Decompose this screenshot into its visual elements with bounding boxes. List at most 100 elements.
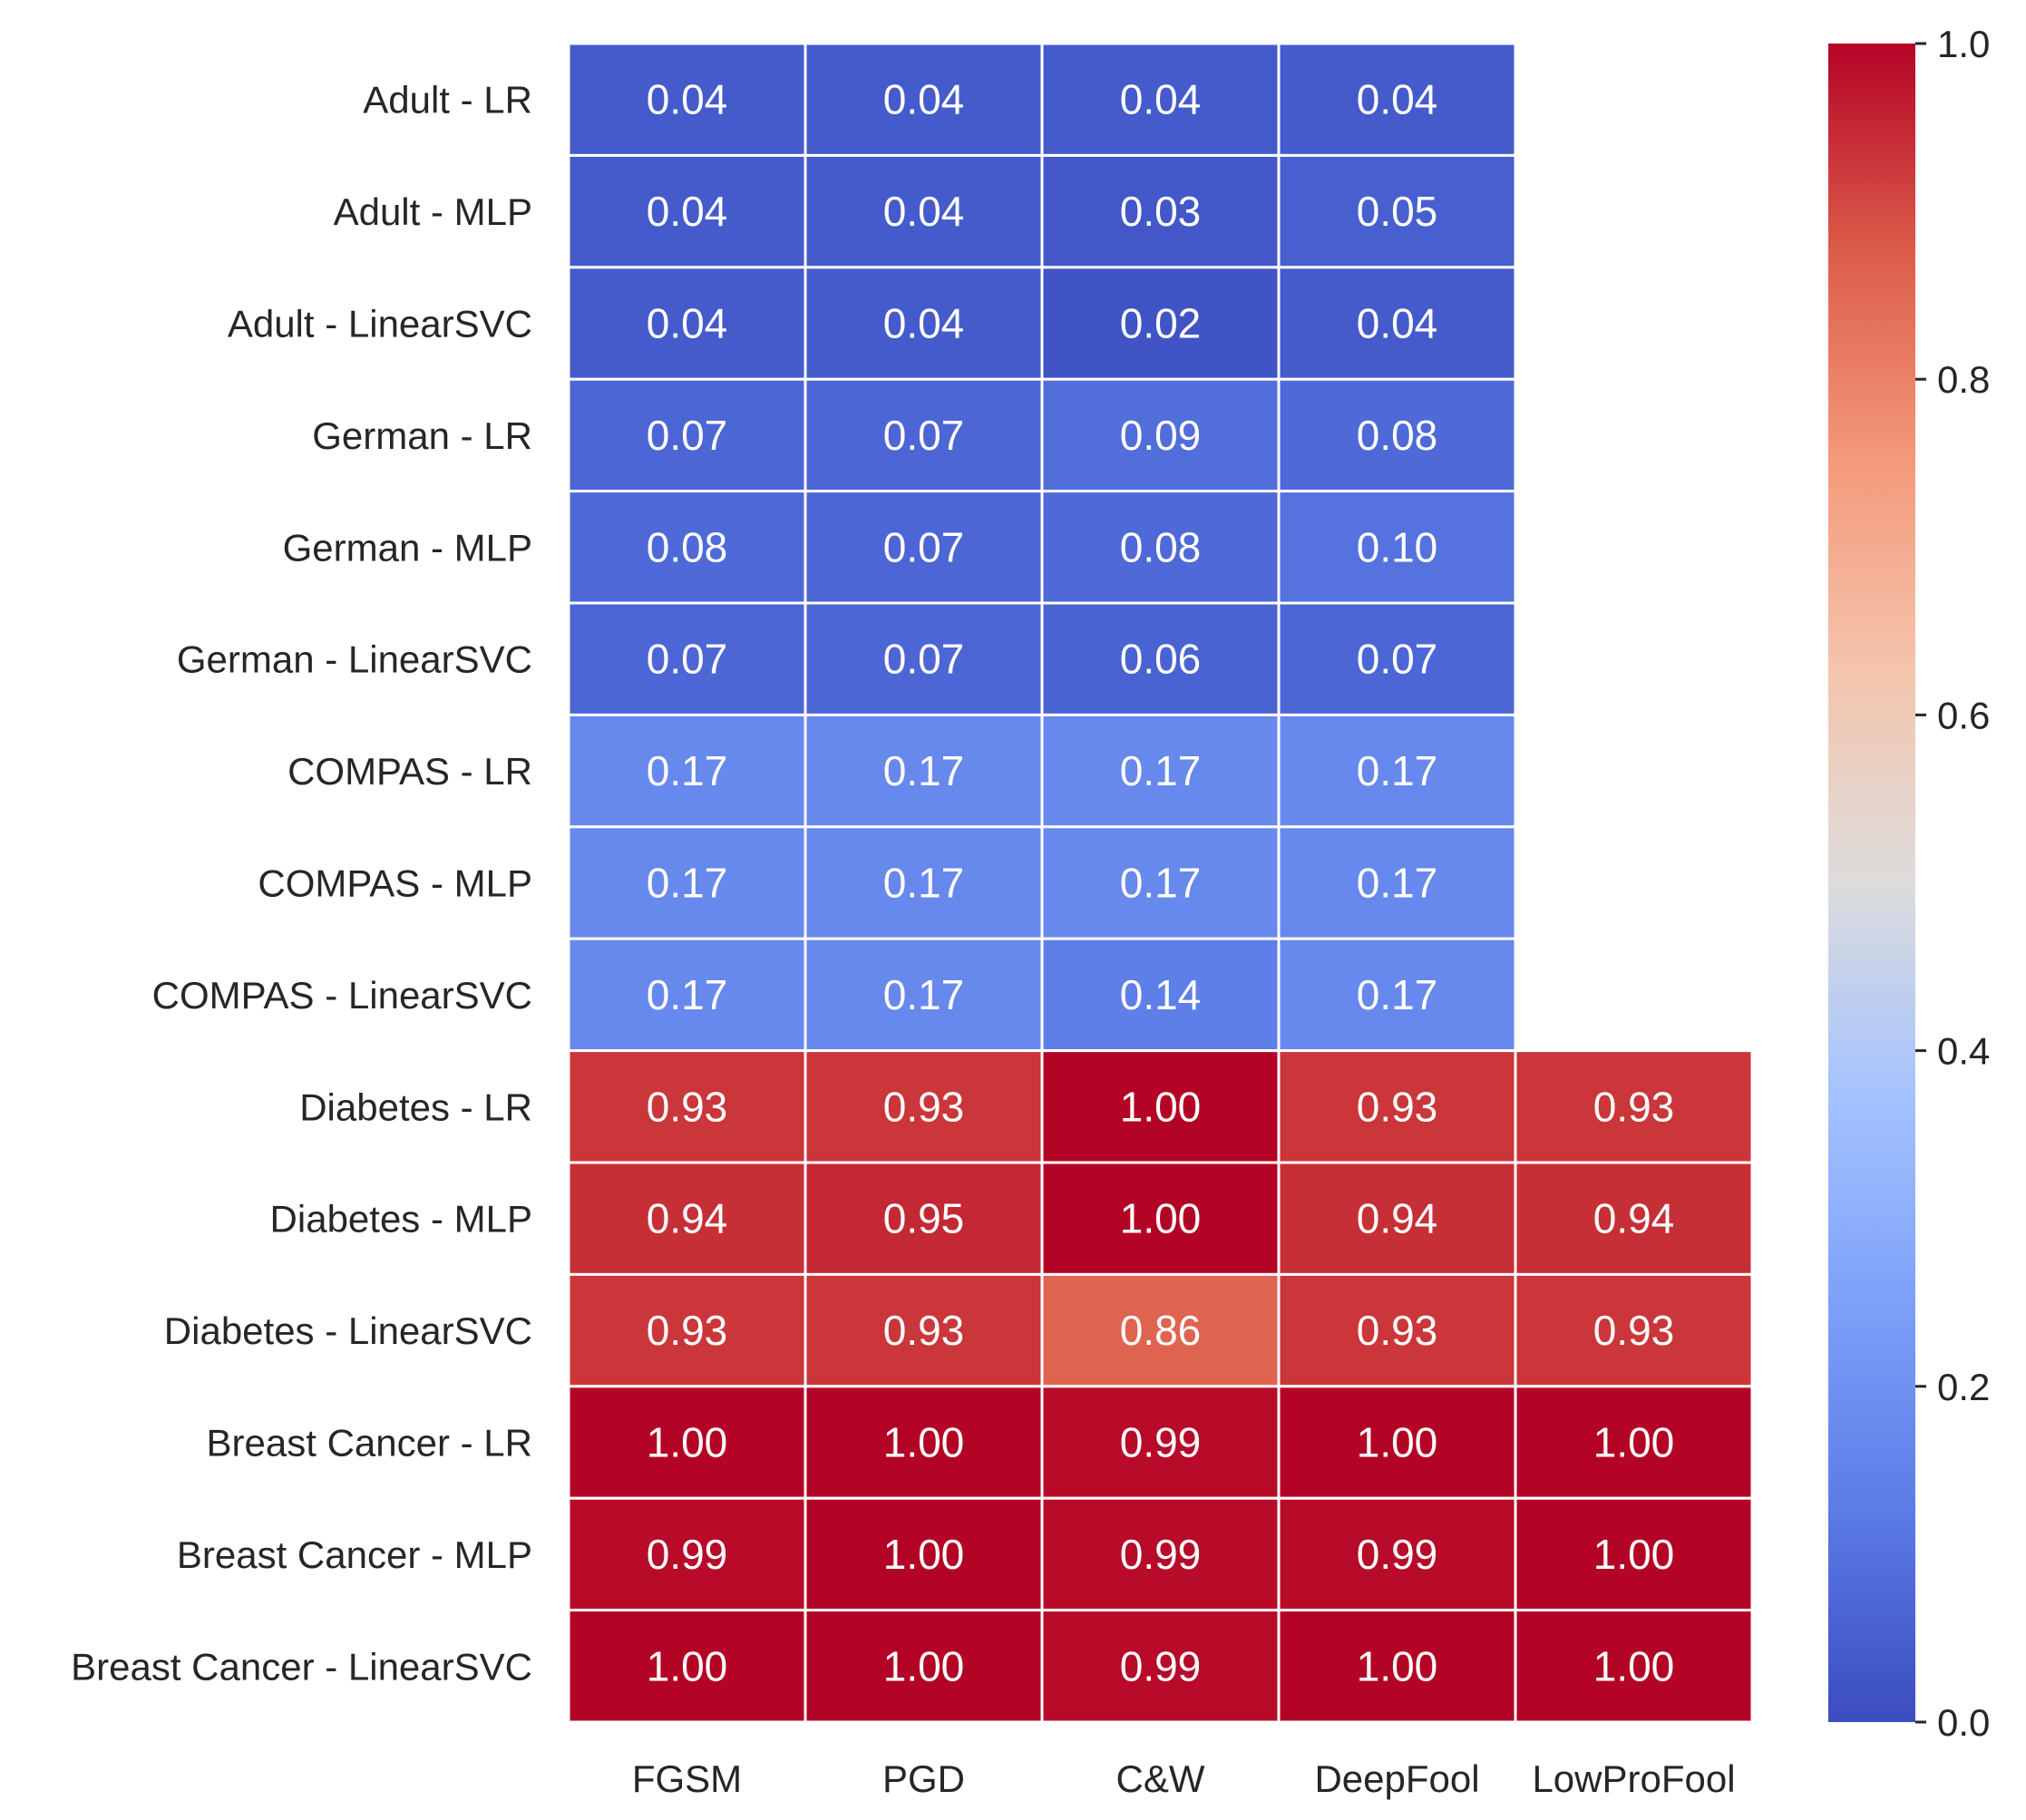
heatmap-cell (1277, 825, 1517, 940)
cell-value-label: 0.07 (647, 636, 728, 683)
cell-value-label: 0.99 (1120, 1531, 1202, 1578)
cell-value-label: 0.93 (1357, 1307, 1438, 1354)
heatmap-cell (567, 825, 807, 940)
cell-value-label: 1.00 (1357, 1642, 1438, 1689)
heatmap-cell (567, 1385, 807, 1500)
cell-value-label: 0.99 (1357, 1531, 1438, 1578)
row-label: German - MLP (283, 526, 532, 569)
row-label: COMPAS - LR (287, 750, 532, 793)
cell-value-label: 0.17 (647, 860, 728, 907)
heatmap-cell (804, 1272, 1044, 1388)
cell-value-label: 1.00 (883, 1531, 965, 1578)
heatmap-cell (1514, 1272, 1754, 1388)
cell-value-label: 0.17 (1120, 747, 1202, 794)
heatmap-cell (804, 153, 1044, 269)
row-label: Adult - LR (363, 79, 532, 122)
colorbar-tick-label: 0.4 (1937, 1030, 1990, 1073)
heatmap-cells: 0.04 0.04 0.04 0.04 0.04 0.04 0.03 0.05 0.04 0.04… (567, 42, 1754, 1724)
cell-value-label: 0.17 (1357, 971, 1438, 1018)
cell-value-label: 1.00 (647, 1419, 728, 1466)
cell-value-label: 1.00 (1593, 1531, 1675, 1578)
heatmap-cell (1514, 1609, 1754, 1724)
cell-value-label: 0.05 (1357, 188, 1438, 235)
colorbar-gradient (1828, 44, 1915, 1722)
heatmap-cell (804, 1161, 1044, 1276)
heatmap-cell (567, 266, 807, 381)
cell-value-label: 0.17 (883, 860, 965, 907)
cell-value-label: 0.10 (1357, 523, 1438, 570)
heatmap-cell (1277, 601, 1517, 716)
cell-value-label: 1.00 (647, 1642, 728, 1689)
cell-value-label: 0.14 (1120, 971, 1202, 1018)
row-labels: Adult - LR Adult - MLP Adult - LinearSVC Ge… (71, 79, 532, 1689)
row-label: Adult - MLP (334, 190, 532, 233)
heatmap-cell (1040, 1496, 1281, 1612)
cell-value-label: 0.86 (1120, 1307, 1202, 1354)
cell-value-label: 0.04 (647, 188, 728, 235)
colorbar: 0.0 0.2 0.4 0.6 0.8 1.0 (1828, 23, 1990, 1744)
cell-value-label: 0.17 (1357, 747, 1438, 794)
heatmap-cell (1040, 266, 1281, 381)
heatmap-cell (567, 1161, 807, 1276)
cell-value-label: 0.03 (1120, 188, 1202, 235)
cell-value-label: 0.04 (1120, 76, 1202, 123)
cell-value-label: 0.02 (1120, 300, 1202, 347)
heatmap-cell (1514, 1496, 1754, 1612)
cell-value-label: 0.04 (647, 76, 728, 123)
row-label: Adult - LinearSVC (228, 303, 532, 346)
cell-value-label: 1.00 (883, 1642, 965, 1689)
row-label: COMPAS - MLP (258, 862, 532, 905)
heatmap-cell (1514, 1049, 1754, 1164)
heatmap-cell (804, 1609, 1044, 1724)
heatmap-cell (804, 490, 1044, 605)
row-label: Breast Cancer - LR (207, 1422, 532, 1465)
row-label: Breast Cancer - MLP (177, 1533, 532, 1576)
heatmap-cell (804, 937, 1044, 1053)
cell-value-label: 0.07 (647, 412, 728, 459)
cell-value-label: 1.00 (1357, 1419, 1438, 1466)
column-label: PGD (882, 1757, 965, 1800)
cell-value-label: 0.93 (1593, 1307, 1675, 1354)
heatmap-cell (1277, 1272, 1517, 1388)
row-label: Breast Cancer - LinearSVC (71, 1645, 532, 1688)
cell-value-label: 0.07 (1357, 636, 1438, 683)
cell-value-label: 0.93 (883, 1083, 965, 1130)
column-label: LowProFool (1532, 1757, 1735, 1800)
heatmap-cell (567, 937, 807, 1053)
cell-value-label: 0.07 (883, 636, 965, 683)
heatmap-cell (1277, 1161, 1517, 1276)
cell-value-label: 0.17 (883, 971, 965, 1018)
cell-value-label: 1.00 (1120, 1083, 1202, 1130)
heatmap-cell (1040, 1609, 1281, 1724)
cell-value-label: 0.93 (647, 1307, 728, 1354)
cell-value-label: 0.04 (1357, 76, 1438, 123)
cell-value-label: 1.00 (1120, 1195, 1202, 1242)
column-label: FGSM (632, 1757, 742, 1800)
heatmap-cell (1040, 1049, 1281, 1164)
cell-value-label: 0.17 (1120, 860, 1202, 907)
heatmap-cell (1277, 266, 1517, 381)
cell-value-label: 0.07 (883, 523, 965, 570)
heatmap-cell (567, 1272, 807, 1388)
column-label: C&W (1116, 1757, 1205, 1800)
heatmap-cell (567, 490, 807, 605)
cell-value-label: 0.04 (1357, 300, 1438, 347)
column-labels: FGSM PGD C&W DeepFool LowProFool (632, 1757, 1736, 1800)
cell-value-label: 0.17 (647, 971, 728, 1018)
heatmap-cell (1277, 377, 1517, 493)
heatmap-cell (804, 825, 1044, 940)
colorbar-ticks: 0.0 0.2 0.4 0.6 0.8 1.0 (1915, 23, 1990, 1744)
cell-value-label: 0.08 (1120, 523, 1202, 570)
row-label: German - LR (312, 414, 532, 457)
cell-value-label: 0.93 (883, 1307, 965, 1354)
cell-value-label: 0.94 (647, 1195, 728, 1242)
cell-value-label: 0.08 (647, 523, 728, 570)
cell-value-label: 0.04 (883, 300, 965, 347)
heatmap-cell (1040, 377, 1281, 493)
heatmap-cell (1277, 153, 1517, 269)
heatmap-cell (1514, 1161, 1754, 1276)
cell-value-label: 0.07 (883, 412, 965, 459)
heatmap-cell (567, 1609, 807, 1724)
colorbar-tick-label: 0.2 (1937, 1366, 1990, 1408)
